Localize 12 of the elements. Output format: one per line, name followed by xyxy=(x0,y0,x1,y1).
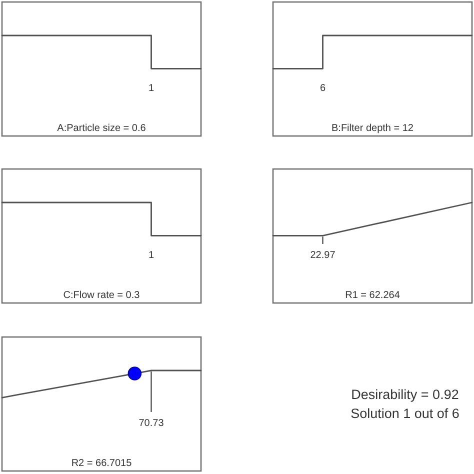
annotation: 22.97 xyxy=(310,250,336,261)
x-axis-title: C:Flow rate = 0.3 xyxy=(63,290,140,301)
x-axis-title: R1 = 62.264 xyxy=(345,290,400,301)
x-axis-title: A:Particle size = 0.6 xyxy=(57,123,146,134)
text: Desirability = 0.92 xyxy=(351,387,459,402)
text: Solution 1 out of 6 xyxy=(350,406,460,421)
x-axis-title: R2 = 66.7015 xyxy=(71,458,132,469)
annotation: 1 xyxy=(148,250,154,261)
annotation: 70.73 xyxy=(138,418,164,429)
annotation: 6 xyxy=(320,83,326,94)
annotation: 1 xyxy=(148,83,154,94)
x-axis-title: B:Filter depth = 12 xyxy=(332,123,414,134)
